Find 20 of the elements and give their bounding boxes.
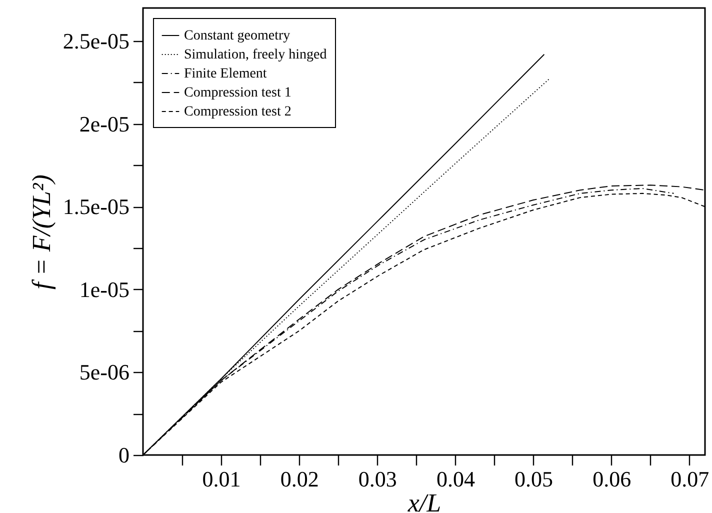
y-tick-label: 1e-05 xyxy=(79,276,130,302)
y-axis-title: f = F/(YL²) xyxy=(26,174,56,290)
y-tick-label: 2.5e-05 xyxy=(62,28,130,54)
x-tick-label: 0.06 xyxy=(592,466,632,492)
x-tick-label: 0.07 xyxy=(670,466,710,492)
legend-label: Simulation, freely hinged xyxy=(184,48,327,62)
x-tick-label: 0.02 xyxy=(280,466,319,492)
y-tick-label: 1.5e-05 xyxy=(62,194,130,220)
x-tick-label: 0.03 xyxy=(358,466,397,492)
y-tick-label: 2e-05 xyxy=(79,111,130,136)
x-tick-label: 0.01 xyxy=(202,466,241,492)
legend-label: Constant geometry xyxy=(184,28,290,44)
y-tick-label: 0 xyxy=(118,442,130,468)
x-axis-title: x/L xyxy=(406,488,442,513)
x-tick-label: 0.04 xyxy=(436,466,475,492)
legend-label: Compression test 1 xyxy=(184,86,292,100)
legend-label: Finite Element xyxy=(184,66,267,82)
legend-label: Compression test 2 xyxy=(184,104,292,120)
x-tick-label: 0.05 xyxy=(514,466,554,492)
y-tick-label: 5e-06 xyxy=(79,360,130,385)
